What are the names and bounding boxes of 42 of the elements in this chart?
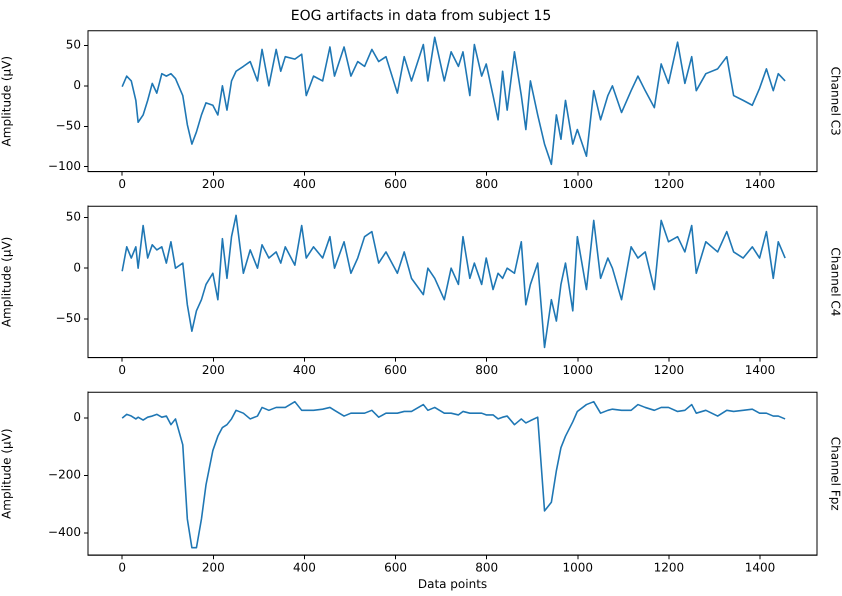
x-tick-label: 400 <box>292 176 316 191</box>
x-tick-label: 800 <box>475 362 498 377</box>
x-tick-label: 0 <box>118 176 126 191</box>
y2-axis-title: Channel C4 <box>828 247 842 316</box>
x-tick-label: 600 <box>384 362 407 377</box>
chart-title: EOG artifacts in data from subject 15 <box>290 8 552 24</box>
y2-axis-title: Channel Fpz <box>828 436 842 511</box>
x-tick-label: 0 <box>118 560 126 575</box>
x-tick-label: 800 <box>475 560 498 575</box>
y-tick-label: 0 <box>73 260 81 274</box>
y-tick-label: −50 <box>56 311 81 326</box>
x-tick-label: 1200 <box>654 176 684 191</box>
x-tick-label: 800 <box>475 176 498 191</box>
y-tick-label: 0 <box>73 410 81 424</box>
x-tick-label: 1400 <box>744 176 776 191</box>
x-tick-label: 1000 <box>562 176 594 191</box>
x-tick-label: 200 <box>202 560 225 575</box>
y-tick-label: −100 <box>48 158 81 173</box>
y-axis-title: Amplitude (µV) <box>0 56 14 146</box>
y2-axis-title: Channel C3 <box>828 66 842 136</box>
x-tick-label: 1000 <box>562 560 594 575</box>
y-axis-title: Amplitude (µV) <box>0 428 14 519</box>
x-tick-label: 0 <box>118 362 126 377</box>
x-tick-label: 600 <box>384 176 407 191</box>
x-tick-label: 1400 <box>744 362 776 377</box>
x-tick-label: 1000 <box>562 362 594 377</box>
y-axis-title: Amplitude (µV) <box>0 236 14 328</box>
x-tick-label: 400 <box>292 560 316 575</box>
y-tick-label: 0 <box>73 78 81 92</box>
x-tick-label: 1200 <box>654 362 684 377</box>
y-tick-label: −400 <box>48 525 81 540</box>
y-tick-label: 50 <box>66 210 81 224</box>
x-tick-label: 200 <box>202 176 225 191</box>
y-tick-label: −200 <box>48 468 81 482</box>
x-tick-label: 400 <box>292 362 316 377</box>
x-axis-title: Data points <box>418 576 488 591</box>
y-tick-label: −50 <box>56 118 81 132</box>
x-tick-label: 600 <box>384 560 407 575</box>
x-tick-label: 1200 <box>654 560 684 575</box>
y-tick-label: 50 <box>66 37 81 52</box>
x-tick-label: 200 <box>202 362 225 377</box>
x-tick-label: 1400 <box>744 560 776 575</box>
